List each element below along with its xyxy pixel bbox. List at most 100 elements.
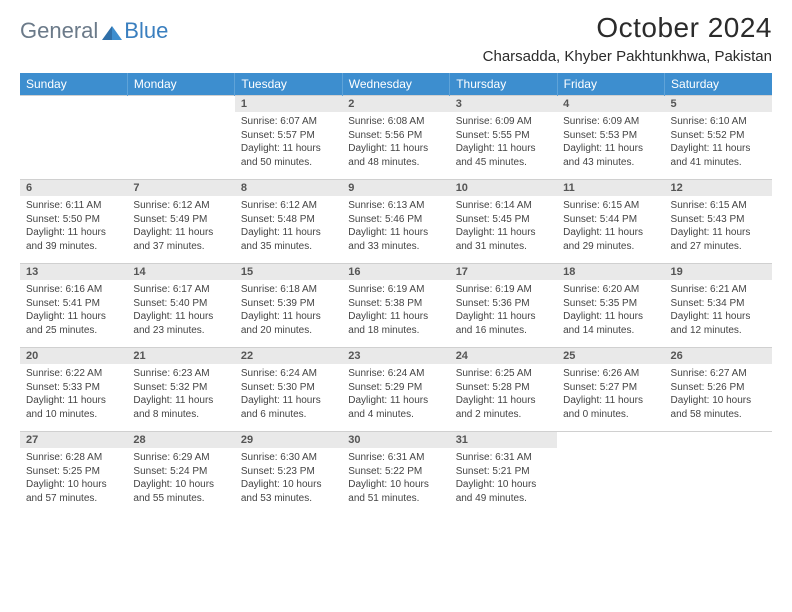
day-number-cell: 16 bbox=[342, 264, 449, 281]
daylight-text: Daylight: 10 hours and 57 minutes. bbox=[26, 478, 121, 505]
sunset-text: Sunset: 5:49 PM bbox=[133, 213, 228, 227]
day-number-cell: 7 bbox=[127, 180, 234, 197]
day-number-cell: 2 bbox=[342, 96, 449, 113]
day-number-cell: 19 bbox=[665, 264, 772, 281]
daylight-text: Daylight: 11 hours and 8 minutes. bbox=[133, 394, 228, 421]
daylight-text: Daylight: 11 hours and 43 minutes. bbox=[563, 142, 658, 169]
daylight-text: Daylight: 11 hours and 41 minutes. bbox=[671, 142, 766, 169]
sunset-text: Sunset: 5:30 PM bbox=[241, 381, 336, 395]
sunrise-text: Sunrise: 6:31 AM bbox=[348, 451, 443, 465]
calendar-table: SundayMondayTuesdayWednesdayThursdayFrid… bbox=[20, 73, 772, 515]
day-number-cell: 10 bbox=[450, 180, 557, 197]
day-detail-cell bbox=[20, 112, 127, 180]
day-detail-cell: Sunrise: 6:24 AMSunset: 5:29 PMDaylight:… bbox=[342, 364, 449, 432]
day-number-cell: 6 bbox=[20, 180, 127, 197]
day-detail-cell: Sunrise: 6:15 AMSunset: 5:44 PMDaylight:… bbox=[557, 196, 664, 264]
page-header: General Blue October 2024 Charsadda, Khy… bbox=[20, 12, 772, 65]
day-detail-cell: Sunrise: 6:20 AMSunset: 5:35 PMDaylight:… bbox=[557, 280, 664, 348]
daylight-text: Daylight: 11 hours and 27 minutes. bbox=[671, 226, 766, 253]
daylight-text: Daylight: 11 hours and 50 minutes. bbox=[241, 142, 336, 169]
sunset-text: Sunset: 5:23 PM bbox=[241, 465, 336, 479]
sunrise-text: Sunrise: 6:28 AM bbox=[26, 451, 121, 465]
day-detail-cell: Sunrise: 6:27 AMSunset: 5:26 PMDaylight:… bbox=[665, 364, 772, 432]
day-detail-cell: Sunrise: 6:07 AMSunset: 5:57 PMDaylight:… bbox=[235, 112, 342, 180]
calendar-page: General Blue October 2024 Charsadda, Khy… bbox=[0, 0, 792, 515]
day-number-cell: 30 bbox=[342, 432, 449, 449]
day-detail-cell: Sunrise: 6:30 AMSunset: 5:23 PMDaylight:… bbox=[235, 448, 342, 515]
daylight-text: Daylight: 11 hours and 20 minutes. bbox=[241, 310, 336, 337]
daylight-text: Daylight: 11 hours and 45 minutes. bbox=[456, 142, 551, 169]
day-number-cell: 31 bbox=[450, 432, 557, 449]
day-detail-cell: Sunrise: 6:09 AMSunset: 5:55 PMDaylight:… bbox=[450, 112, 557, 180]
daylight-text: Daylight: 11 hours and 10 minutes. bbox=[26, 394, 121, 421]
day-detail-cell bbox=[665, 448, 772, 515]
day-number-cell: 22 bbox=[235, 348, 342, 365]
sunset-text: Sunset: 5:33 PM bbox=[26, 381, 121, 395]
day-number-cell: 14 bbox=[127, 264, 234, 281]
sunrise-text: Sunrise: 6:15 AM bbox=[671, 199, 766, 213]
sunset-text: Sunset: 5:27 PM bbox=[563, 381, 658, 395]
sunrise-text: Sunrise: 6:23 AM bbox=[133, 367, 228, 381]
daylight-text: Daylight: 11 hours and 2 minutes. bbox=[456, 394, 551, 421]
sunset-text: Sunset: 5:25 PM bbox=[26, 465, 121, 479]
day-detail-cell: Sunrise: 6:16 AMSunset: 5:41 PMDaylight:… bbox=[20, 280, 127, 348]
sunset-text: Sunset: 5:22 PM bbox=[348, 465, 443, 479]
daylight-text: Daylight: 11 hours and 35 minutes. bbox=[241, 226, 336, 253]
sunset-text: Sunset: 5:34 PM bbox=[671, 297, 766, 311]
day-detail-cell: Sunrise: 6:31 AMSunset: 5:21 PMDaylight:… bbox=[450, 448, 557, 515]
sunset-text: Sunset: 5:41 PM bbox=[26, 297, 121, 311]
day-detail-cell: Sunrise: 6:09 AMSunset: 5:53 PMDaylight:… bbox=[557, 112, 664, 180]
day-number-cell: 29 bbox=[235, 432, 342, 449]
sunrise-text: Sunrise: 6:08 AM bbox=[348, 115, 443, 129]
sunrise-text: Sunrise: 6:10 AM bbox=[671, 115, 766, 129]
sunrise-text: Sunrise: 6:31 AM bbox=[456, 451, 551, 465]
sunrise-text: Sunrise: 6:19 AM bbox=[348, 283, 443, 297]
sunset-text: Sunset: 5:26 PM bbox=[671, 381, 766, 395]
location-text: Charsadda, Khyber Pakhtunkhwa, Pakistan bbox=[483, 48, 772, 65]
month-title: October 2024 bbox=[483, 12, 772, 44]
brand-logo: General Blue bbox=[20, 18, 168, 44]
daylight-text: Daylight: 11 hours and 18 minutes. bbox=[348, 310, 443, 337]
day-detail-cell: Sunrise: 6:12 AMSunset: 5:49 PMDaylight:… bbox=[127, 196, 234, 264]
daylight-text: Daylight: 11 hours and 6 minutes. bbox=[241, 394, 336, 421]
day-number-row: 6789101112 bbox=[20, 180, 772, 197]
day-detail-cell: Sunrise: 6:19 AMSunset: 5:38 PMDaylight:… bbox=[342, 280, 449, 348]
day-detail-cell: Sunrise: 6:21 AMSunset: 5:34 PMDaylight:… bbox=[665, 280, 772, 348]
brand-text-general: General bbox=[20, 18, 98, 44]
daylight-text: Daylight: 10 hours and 49 minutes. bbox=[456, 478, 551, 505]
daylight-text: Daylight: 11 hours and 39 minutes. bbox=[26, 226, 121, 253]
daylight-text: Daylight: 11 hours and 25 minutes. bbox=[26, 310, 121, 337]
day-detail-cell: Sunrise: 6:19 AMSunset: 5:36 PMDaylight:… bbox=[450, 280, 557, 348]
day-number-row: 12345 bbox=[20, 96, 772, 113]
sunrise-text: Sunrise: 6:16 AM bbox=[26, 283, 121, 297]
sunrise-text: Sunrise: 6:30 AM bbox=[241, 451, 336, 465]
daylight-text: Daylight: 11 hours and 37 minutes. bbox=[133, 226, 228, 253]
sunrise-text: Sunrise: 6:27 AM bbox=[671, 367, 766, 381]
brand-triangle-icon bbox=[102, 24, 122, 40]
day-detail-cell: Sunrise: 6:12 AMSunset: 5:48 PMDaylight:… bbox=[235, 196, 342, 264]
day-detail-cell: Sunrise: 6:28 AMSunset: 5:25 PMDaylight:… bbox=[20, 448, 127, 515]
sunset-text: Sunset: 5:38 PM bbox=[348, 297, 443, 311]
day-detail-cell: Sunrise: 6:24 AMSunset: 5:30 PMDaylight:… bbox=[235, 364, 342, 432]
daylight-text: Daylight: 10 hours and 53 minutes. bbox=[241, 478, 336, 505]
day-number-row: 2728293031 bbox=[20, 432, 772, 449]
brand-text-blue: Blue bbox=[124, 18, 168, 44]
sunset-text: Sunset: 5:44 PM bbox=[563, 213, 658, 227]
sunset-text: Sunset: 5:46 PM bbox=[348, 213, 443, 227]
daylight-text: Daylight: 11 hours and 0 minutes. bbox=[563, 394, 658, 421]
daylight-text: Daylight: 11 hours and 16 minutes. bbox=[456, 310, 551, 337]
day-detail-cell: Sunrise: 6:25 AMSunset: 5:28 PMDaylight:… bbox=[450, 364, 557, 432]
sunrise-text: Sunrise: 6:22 AM bbox=[26, 367, 121, 381]
sunset-text: Sunset: 5:57 PM bbox=[241, 129, 336, 143]
daylight-text: Daylight: 11 hours and 4 minutes. bbox=[348, 394, 443, 421]
sunrise-text: Sunrise: 6:09 AM bbox=[456, 115, 551, 129]
daylight-text: Daylight: 11 hours and 12 minutes. bbox=[671, 310, 766, 337]
sunrise-text: Sunrise: 6:11 AM bbox=[26, 199, 121, 213]
sunrise-text: Sunrise: 6:12 AM bbox=[133, 199, 228, 213]
day-number-cell bbox=[127, 96, 234, 113]
day-number-cell: 11 bbox=[557, 180, 664, 197]
day-number-cell bbox=[20, 96, 127, 113]
day-number-cell: 1 bbox=[235, 96, 342, 113]
day-number-cell bbox=[665, 432, 772, 449]
day-header: Thursday bbox=[450, 73, 557, 96]
